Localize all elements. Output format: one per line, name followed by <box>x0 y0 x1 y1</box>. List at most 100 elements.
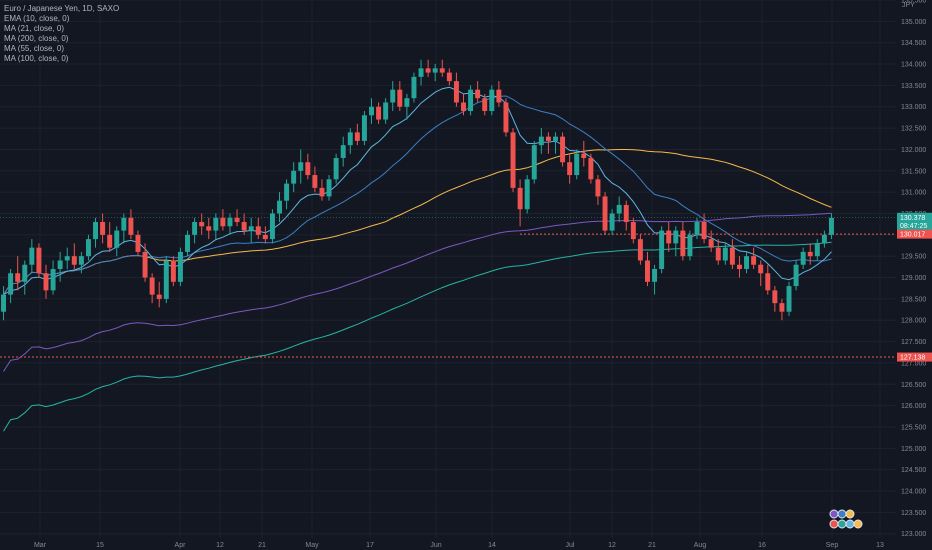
candle-body <box>446 72 452 82</box>
candle-body <box>213 217 219 231</box>
candle <box>390 81 396 112</box>
candle <box>50 260 56 295</box>
candle <box>595 175 601 205</box>
candle-body <box>793 264 799 287</box>
candle <box>234 209 240 227</box>
candle-body <box>170 260 176 282</box>
candle-body <box>489 89 495 112</box>
indicator-ma200[interactable]: MA (200, close, 0) <box>4 34 69 43</box>
price-tick-label: 131.000 <box>901 190 926 197</box>
candle <box>439 59 445 77</box>
candle-body <box>453 81 459 103</box>
candle-body <box>637 239 643 261</box>
candle-body <box>581 153 587 158</box>
candle-body <box>800 251 806 265</box>
candle-body <box>361 115 367 141</box>
ema10-line <box>3 86 832 296</box>
candle <box>425 59 431 77</box>
symbol-title[interactable]: Euro / Japanese Yen, 1D, SAXO <box>4 4 120 13</box>
candle <box>722 243 728 265</box>
candle <box>262 226 268 244</box>
candle <box>807 243 813 265</box>
candle-body <box>439 68 445 73</box>
candle <box>36 243 42 278</box>
candle-body <box>340 145 346 158</box>
candle-body <box>821 234 827 244</box>
candle <box>312 166 318 193</box>
candle <box>510 128 516 193</box>
candle-body <box>652 269 658 282</box>
candle <box>574 149 580 180</box>
hline-high-tag: 130.017 <box>897 229 932 239</box>
time-tick-label: Jun <box>430 542 441 549</box>
candle-body <box>772 290 778 304</box>
candle <box>192 217 198 244</box>
candle-body <box>326 179 332 197</box>
candle-body <box>680 230 686 257</box>
candle-body <box>100 222 106 235</box>
candle-body <box>185 234 190 252</box>
indicator-ma21[interactable]: MA (21, close, 0) <box>4 24 65 33</box>
price-tick-label: 129.500 <box>901 254 926 261</box>
candle <box>432 64 438 82</box>
candle <box>609 209 615 235</box>
candle-body <box>425 68 431 73</box>
candle-body <box>828 217 834 235</box>
candle <box>107 222 113 252</box>
candle <box>475 81 481 103</box>
candle <box>673 226 679 257</box>
candle-body <box>177 251 183 282</box>
candle-body <box>758 264 764 274</box>
time-axis[interactable]: Mar 15 Apr 12 21 May 17 Jun 14 Jul 12 21 Aug 16 Sep 13 <box>34 542 884 549</box>
candle <box>8 269 14 304</box>
candle-body <box>64 256 70 261</box>
indicator-ma100[interactable]: MA (100, close, 0) <box>4 54 69 63</box>
candle-body <box>744 256 750 269</box>
candle <box>333 153 339 184</box>
candle-body <box>418 68 424 77</box>
price-tick-label: 129.000 <box>901 275 926 282</box>
time-tick-label: 21 <box>258 542 266 549</box>
indicator-ema10[interactable]: EMA (10, close, 0) <box>4 14 70 23</box>
candle-body <box>397 89 403 107</box>
candle <box>114 226 120 257</box>
candle-body <box>545 136 551 141</box>
candle-body <box>560 136 566 163</box>
candle-body <box>121 217 127 231</box>
candle <box>645 251 650 287</box>
candle <box>319 179 325 201</box>
candle <box>744 251 750 274</box>
candle <box>418 59 424 86</box>
price-tick-label: 125.500 <box>901 424 926 431</box>
candle-body <box>93 222 99 240</box>
candle <box>496 81 502 107</box>
candle-body <box>347 132 353 146</box>
candle-body <box>376 106 382 120</box>
price-tick-label: 128.500 <box>901 296 926 303</box>
candle-body <box>354 132 360 141</box>
candle-body <box>199 222 205 227</box>
candle <box>708 230 714 252</box>
candle-body <box>43 273 49 291</box>
candle-body <box>404 98 410 107</box>
candle-body <box>531 145 537 180</box>
candle <box>758 260 764 287</box>
candle <box>461 93 466 116</box>
candle-body <box>595 179 601 197</box>
candle-body <box>786 286 792 312</box>
indicator-ma55[interactable]: MA (55, close, 0) <box>4 44 65 53</box>
candle-body <box>623 204 629 223</box>
candle <box>277 192 282 223</box>
candle-body <box>149 277 155 295</box>
candle-body <box>36 247 42 274</box>
candle <box>170 256 176 287</box>
candle <box>404 93 410 120</box>
price-tick-label: 135.500 <box>901 0 926 5</box>
candle-body <box>609 213 615 231</box>
candle <box>248 217 254 244</box>
candle-body <box>241 222 247 231</box>
candle <box>800 247 806 269</box>
price-axis[interactable]: 135.500 135.000 134.500 134.000 133.500 133.0… <box>901 0 926 538</box>
candle-body <box>248 226 254 231</box>
